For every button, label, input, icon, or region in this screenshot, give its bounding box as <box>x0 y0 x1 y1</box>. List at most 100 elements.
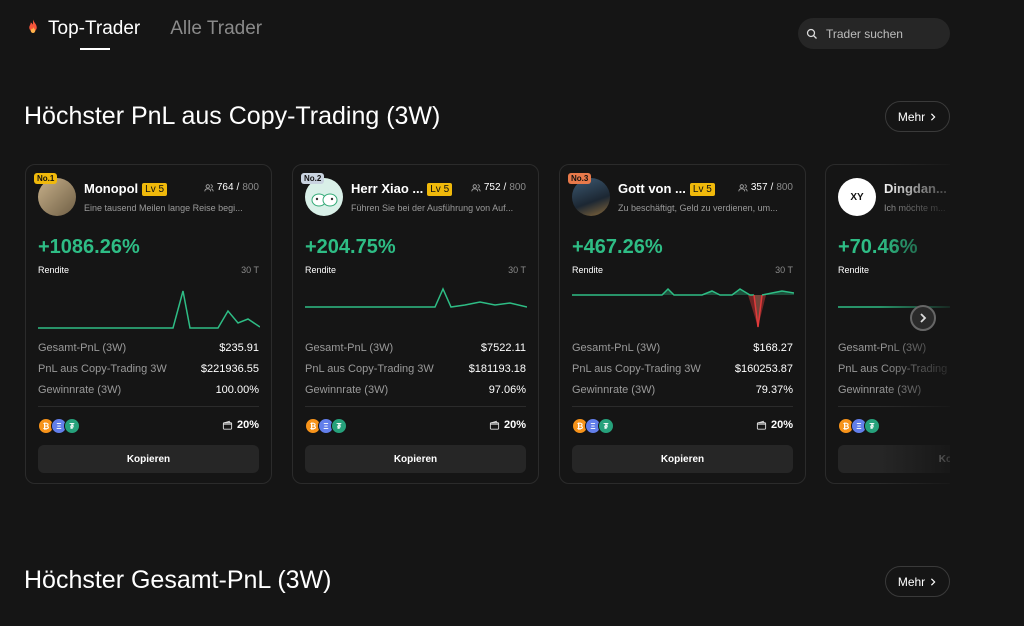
period-label: 30 T <box>775 265 793 275</box>
rank-badge: No.2 <box>301 173 325 184</box>
section-title-copy-pnl: Höchster PnL aus Copy-Trading (3W) <box>24 102 441 130</box>
trader-description: Zu beschäftigt, Geld zu verdienen, um... <box>618 203 778 213</box>
wallet-icon <box>489 420 500 430</box>
more-button-copy-pnl[interactable]: Mehr <box>885 101 950 132</box>
more-label: Mehr <box>897 109 926 124</box>
more-label: Mehr <box>897 574 926 589</box>
tab-all-traders[interactable]: Alle Trader <box>170 18 263 39</box>
stat-copy-pnl: PnL aus Copy-Trading 3W $160253.87 <box>572 363 793 375</box>
follower-count: 357/800 <box>738 182 793 193</box>
trader-name-text: Monopol <box>84 181 139 196</box>
trader-name[interactable]: Gott von ... Lv 5 <box>618 181 715 196</box>
roi-value: +467.26% <box>572 236 663 258</box>
trader-name-text: Gott von ... <box>618 181 686 196</box>
coin-icons: ₿ Ξ ₮ <box>38 418 80 434</box>
pnl-sparkline <box>572 287 794 328</box>
trader-search-box[interactable] <box>798 18 950 49</box>
avatar[interactable]: XY <box>838 178 876 216</box>
rank-badge: No.1 <box>34 173 58 184</box>
stat-win-rate: Gewinnrate (3W) 79.37% <box>572 384 793 396</box>
trader-name-text: Herr Xiao ... <box>351 181 424 196</box>
chevron-right-icon <box>920 313 927 323</box>
trader-card-carousel: No.1 Monopol Lv 5 764/800 Eine tausend Me… <box>25 164 950 486</box>
more-button-total-pnl[interactable]: Mehr <box>885 566 950 597</box>
stat-total-pnl: Gesamt-PnL (3W) <box>838 342 927 354</box>
trader-name[interactable]: Monopol Lv 5 <box>84 181 168 196</box>
wallet-icon <box>222 420 233 430</box>
copy-button[interactable]: Kopieren <box>572 445 793 473</box>
trader-card[interactable]: No.3 Gott von ... Lv 5 357/800 Zu beschäf… <box>559 164 806 484</box>
stat-win-rate: Gewinnrate (3W) <box>838 384 922 396</box>
profit-share-value: 20% <box>503 419 526 431</box>
rank-badge: No.3 <box>568 173 592 184</box>
avatar[interactable] <box>305 178 343 216</box>
followers-value: 764 <box>216 182 234 193</box>
tether-icon: ₮ <box>64 418 80 434</box>
stat-win-rate: Gewinnrate (3W) 97.06% <box>305 384 526 396</box>
chevron-right-icon <box>931 112 936 121</box>
followers-max: 800 <box>242 182 259 193</box>
stat-copy-pnl: PnL aus Copy-Trading 3W $221936.55 <box>38 363 259 375</box>
divider <box>38 406 259 407</box>
profit-share-value: 20% <box>770 419 793 431</box>
roi-label: Rendite <box>572 265 604 275</box>
level-badge: Lv 5 <box>142 183 168 196</box>
follower-count: 764/800 <box>204 182 259 193</box>
trader-name[interactable]: Dingdan... <box>884 181 947 196</box>
followers-value: 752 <box>483 182 501 193</box>
roi-label: Rendite <box>838 265 870 275</box>
trader-name[interactable]: Herr Xiao ... Lv 5 <box>351 181 453 196</box>
tab-bar: Top-Trader Alle Trader <box>24 18 292 50</box>
wallet-icon <box>756 420 767 430</box>
search-input[interactable] <box>824 25 948 42</box>
stat-total-pnl: Gesamt-PnL (3W) $7522.11 <box>305 342 526 354</box>
tab-top-trader-label: Top-Trader <box>48 18 141 39</box>
trader-description: Ich möchte m... <box>884 203 946 213</box>
profit-share: 20% <box>222 419 259 431</box>
trader-description: Führen Sie bei der Ausführung von Auf... <box>351 203 514 213</box>
period-label: 30 T <box>508 265 526 275</box>
fire-icon <box>29 19 37 33</box>
copy-button[interactable]: Kopieren <box>305 445 526 473</box>
roi-label: Rendite <box>305 265 337 275</box>
copy-button[interactable]: Kop <box>838 445 950 473</box>
tether-icon: ₮ <box>598 418 614 434</box>
carousel-next-button[interactable] <box>910 305 936 331</box>
period-label: 30 T <box>241 265 259 275</box>
trader-card[interactable]: No.2 Herr Xiao ... Lv 5 752/800 Führen Si… <box>292 164 539 484</box>
stat-total-pnl: Gesamt-PnL (3W) $168.27 <box>572 342 793 354</box>
coin-icons: ₿ Ξ ₮ <box>838 418 880 434</box>
tether-icon: ₮ <box>331 418 347 434</box>
stat-copy-pnl: PnL aus Copy-Trading 3W <box>838 363 950 375</box>
avatar[interactable] <box>572 178 610 216</box>
stat-copy-pnl: PnL aus Copy-Trading 3W $181193.18 <box>305 363 526 375</box>
copy-button[interactable]: Kopieren <box>38 445 259 473</box>
users-icon <box>204 183 214 191</box>
users-icon <box>471 183 481 191</box>
level-badge: Lv 5 <box>689 183 715 196</box>
profit-share: 20% <box>489 419 526 431</box>
coin-icons: ₿ Ξ ₮ <box>572 418 614 434</box>
tab-top-trader[interactable]: Top-Trader <box>24 18 141 50</box>
coin-icons: ₿ Ξ ₮ <box>305 418 347 434</box>
stat-total-pnl: Gesamt-PnL (3W) $235.91 <box>38 342 259 354</box>
roi-label: Rendite <box>38 265 70 275</box>
pnl-sparkline <box>38 290 260 329</box>
level-badge: Lv 5 <box>427 183 453 196</box>
trader-description: Eine tausend Meilen lange Reise begi... <box>84 203 243 213</box>
users-icon <box>738 183 748 191</box>
divider <box>838 406 950 407</box>
pnl-sparkline <box>305 287 527 308</box>
stat-win-rate: Gewinnrate (3W) 100.00% <box>38 384 259 396</box>
roi-value: +70.46% <box>838 236 918 258</box>
followers-max: 800 <box>776 182 793 193</box>
search-icon <box>806 28 817 39</box>
avatar[interactable] <box>38 178 76 216</box>
followers-max: 800 <box>509 182 526 193</box>
profit-share-value: 20% <box>236 419 259 431</box>
divider <box>572 406 793 407</box>
roi-value: +1086.26% <box>38 236 140 258</box>
trader-card[interactable]: No.1 Monopol Lv 5 764/800 Eine tausend Me… <box>25 164 272 484</box>
follower-count: 752/800 <box>471 182 526 193</box>
tether-icon: ₮ <box>864 418 880 434</box>
